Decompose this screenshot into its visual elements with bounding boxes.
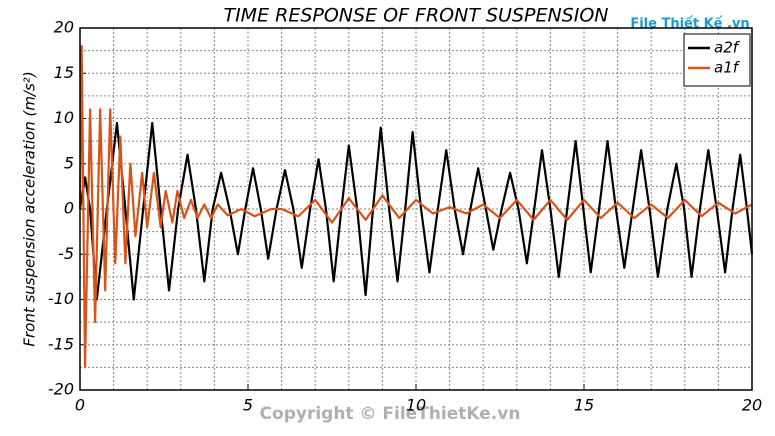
logo: File Thiết Kế .vn (630, 17, 749, 32)
y-tick-label: -5 (58, 244, 74, 263)
series-line (78, 121, 754, 301)
x-tick-label: 5 (243, 396, 253, 415)
legend-label: a2f (714, 39, 741, 57)
legend-label: a1f (714, 59, 741, 77)
y-tick-label: 10 (54, 108, 74, 127)
y-tick-label: 15 (54, 63, 74, 82)
series-line (78, 45, 753, 369)
watermark: Copyright © FileThietKe.vn (260, 404, 521, 424)
y-tick-label: -15 (48, 334, 74, 353)
y-tick-label: -20 (48, 380, 74, 399)
plot-frame (79, 27, 753, 391)
chart-title: TIME RESPONSE OF FRONT SUSPENSION (223, 5, 608, 27)
x-tick-label: 10 (406, 396, 426, 415)
y-tick-label: 0 (64, 199, 74, 218)
x-tick-label: 0 (75, 396, 85, 415)
y-tick-label: -10 (48, 289, 74, 308)
y-tick-label: 5 (64, 153, 74, 172)
legend-box (683, 33, 751, 87)
x-tick-label: 15 (574, 396, 594, 415)
y-tick-label: 20 (54, 18, 74, 37)
y-axis-label: Front suspension acceleration (m/s²) (21, 71, 39, 346)
x-tick-label: 20 (742, 396, 762, 415)
